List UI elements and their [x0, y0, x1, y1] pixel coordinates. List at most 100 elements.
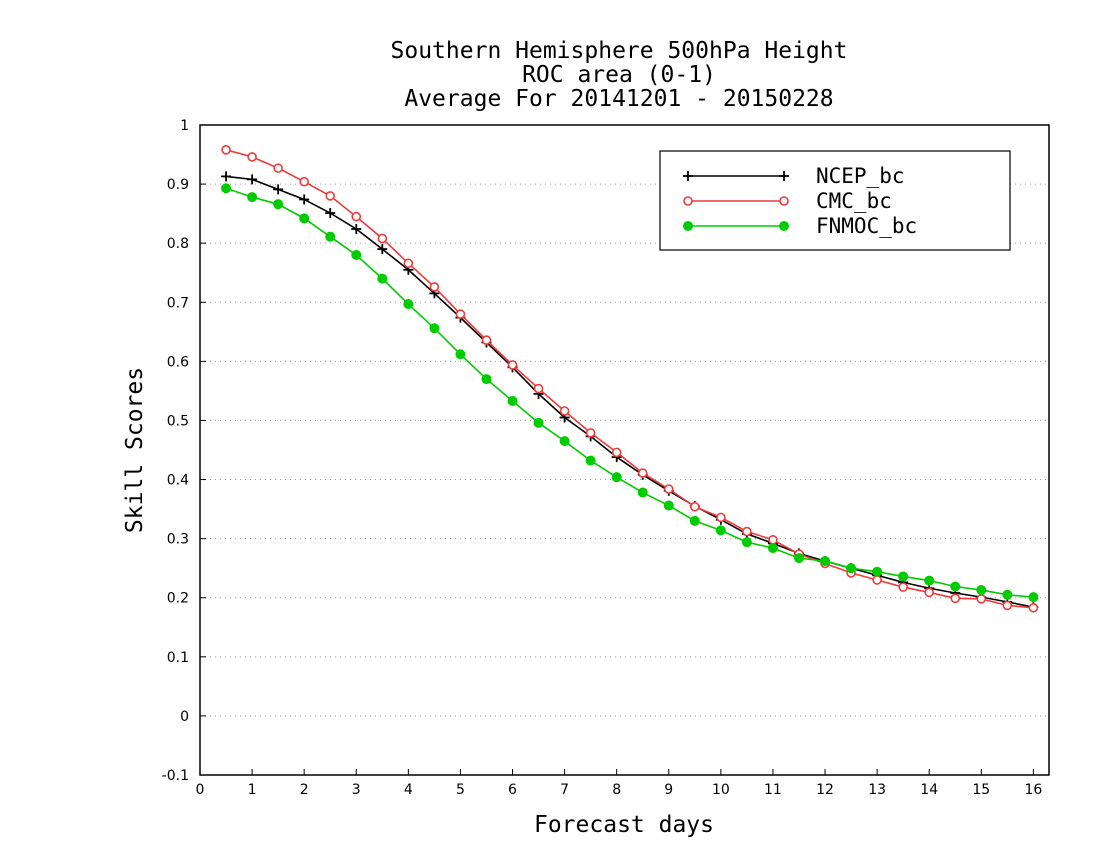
x-tick-label: 8 [612, 782, 621, 798]
x-axis: 0 1 2 3 4 5 6 7 8 9 10 11 12 13 14 15 16 [196, 769, 1042, 798]
legend-marker [683, 221, 693, 231]
data-point-cmc-bc [377, 233, 388, 244]
x-tick-label: 4 [404, 782, 413, 798]
x-tick-label: 10 [712, 782, 730, 798]
legend-item-fnmoc-bc: FNMOC_bc [683, 214, 917, 238]
x-tick-label: 14 [920, 782, 938, 798]
data-point-ncep-bc [377, 244, 388, 255]
data-point-fnmoc-bc [820, 556, 831, 567]
data-point-cmc-bc [559, 406, 570, 416]
series-cmc-bc [221, 145, 1039, 613]
data-point-fnmoc-bc [689, 515, 700, 526]
y-tick-label: 0.9 [167, 177, 189, 193]
data-point-fnmoc-bc [663, 500, 674, 511]
data-point-cmc-bc [637, 468, 648, 478]
data-point-fnmoc-bc [741, 537, 752, 548]
y-tick-label: 0 [180, 709, 189, 725]
data-point-fnmoc-bc [455, 349, 466, 360]
x-axis-label: Forecast days [534, 812, 714, 838]
data-point-fnmoc-bc [872, 566, 883, 577]
data-point-fnmoc-bc [429, 323, 440, 334]
data-point-fnmoc-bc [1028, 592, 1039, 603]
data-point-cmc-bc [663, 484, 674, 494]
data-point-fnmoc-bc [950, 581, 961, 592]
y-axis-label: Skill Scores [122, 367, 148, 533]
legend-marker [779, 171, 789, 181]
data-point-fnmoc-bc [481, 374, 492, 385]
x-tick-label: 2 [300, 782, 309, 798]
data-point-fnmoc-bc [559, 436, 570, 447]
data-point-fnmoc-bc [403, 299, 414, 310]
data-point-cmc-bc [768, 535, 778, 545]
data-point-fnmoc-bc [247, 192, 258, 203]
series-fnmoc-bc [221, 183, 1039, 603]
plot-area-frame [199, 124, 1050, 776]
data-point-cmc-bc [1002, 600, 1013, 611]
data-point-cmc-bc [898, 582, 908, 592]
data-point-cmc-bc [325, 191, 336, 201]
x-tick-label: 0 [196, 782, 205, 798]
data-point-fnmoc-bc [273, 199, 284, 210]
y-tick-label: 0.6 [167, 354, 189, 370]
x-tick-label: 1 [248, 782, 257, 798]
data-point-fnmoc-bc [299, 213, 310, 224]
data-point-cmc-bc [950, 593, 961, 604]
data-point-fnmoc-bc [793, 553, 804, 564]
data-point-fnmoc-bc [377, 273, 388, 284]
data-point-fnmoc-bc [351, 250, 362, 260]
y-tick-label: 0.1 [167, 650, 189, 666]
data-point-fnmoc-bc [976, 585, 987, 596]
data-point-cmc-bc [455, 309, 466, 319]
data-point-cmc-bc [247, 152, 257, 162]
legend-marker [779, 221, 789, 231]
title-line-2: ROC area (0-1) [522, 62, 716, 88]
legend-label: CMC_bc [816, 189, 892, 213]
data-point-fnmoc-bc [221, 183, 232, 194]
data-point-fnmoc-bc [924, 575, 935, 586]
data-point-fnmoc-bc [715, 525, 726, 536]
data-point-fnmoc-bc [846, 563, 857, 574]
x-tick-label: 7 [560, 782, 569, 798]
data-point-fnmoc-bc [1002, 589, 1013, 600]
x-tick-label: 5 [456, 782, 465, 798]
data-point-fnmoc-bc [585, 455, 596, 466]
chart-title: Southern Hemisphere 500hPa Height ROC ar… [391, 38, 848, 112]
x-tick-label: 12 [816, 782, 834, 798]
data-point-ncep-bc [351, 224, 362, 234]
data-point-cmc-bc [351, 211, 362, 222]
data-point-fnmoc-bc [533, 417, 544, 428]
data-point-cmc-bc [533, 383, 544, 394]
y-axis: -0.1 0 0.1 0.2 0.3 0.4 0.5 0.6 0.7 0.8 0.9 1 [162, 118, 206, 784]
data-point-cmc-bc [924, 587, 935, 598]
x-tick-label: 9 [664, 782, 673, 798]
data-point-cmc-bc [481, 335, 492, 345]
legend-marker [683, 196, 693, 206]
legend-marker [779, 196, 789, 206]
data-point-fnmoc-bc [507, 395, 518, 406]
data-point-fnmoc-bc [611, 472, 622, 483]
data-point-ncep-bc [325, 208, 336, 219]
data-point-cmc-bc [273, 163, 283, 173]
x-tick-label: 16 [1024, 782, 1042, 798]
y-tick-label: 0.7 [167, 295, 189, 311]
x-tick-label: 15 [972, 782, 990, 798]
data-point-cmc-bc [507, 360, 518, 370]
legend-label: FNMOC_bc [816, 214, 917, 238]
title-line-1: Southern Hemisphere 500hPa Height [391, 38, 848, 64]
data-point-cmc-bc [976, 594, 987, 604]
legend-item-cmc-bc: CMC_bc [683, 189, 892, 213]
data-point-cmc-bc [585, 428, 596, 438]
title-line-3: Average For 20141201 - 20150228 [404, 86, 833, 112]
data-point-cmc-bc [403, 258, 414, 269]
data-point-fnmoc-bc [325, 231, 336, 242]
x-tick-label: 3 [352, 782, 361, 798]
series-layer [221, 145, 1039, 613]
data-point-cmc-bc [299, 176, 309, 187]
y-tick-label: 1 [180, 118, 189, 134]
data-point-fnmoc-bc [898, 571, 909, 582]
data-point-cmc-bc [429, 282, 440, 292]
data-point-cmc-bc [716, 512, 726, 523]
